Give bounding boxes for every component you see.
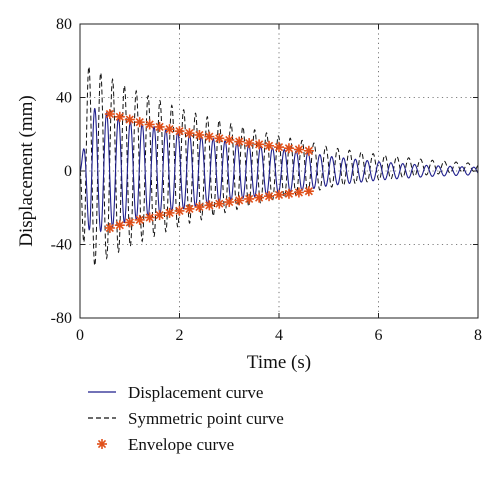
envelope-point-lower [234, 195, 245, 206]
envelope-point-upper [154, 121, 165, 132]
y-tick-label: 80 [56, 16, 72, 33]
envelope-point-upper [293, 144, 304, 155]
envelope-point-upper [214, 133, 225, 144]
envelope-point-upper [283, 143, 294, 154]
envelope-point-upper [224, 134, 235, 145]
envelope-point-lower [214, 198, 225, 209]
legend-label: Symmetric point curve [128, 409, 284, 428]
envelope-point-upper [254, 139, 265, 150]
x-tick-label: 8 [474, 327, 482, 344]
y-axis-title: Displacement (mm) [16, 95, 37, 246]
y-tick-label: 40 [56, 90, 72, 107]
envelope-point-lower [224, 197, 235, 208]
legend-label: Envelope curve [128, 435, 234, 454]
envelope-point-lower [254, 192, 265, 203]
series-line-symmetric-point [79, 65, 479, 267]
x-tick-label: 4 [275, 327, 283, 344]
y-tick-label: -40 [51, 237, 72, 254]
envelope-point-lower [134, 214, 145, 225]
y-tick-label: 0 [64, 163, 72, 180]
envelope-point-lower [144, 212, 155, 223]
envelope-point-lower [164, 207, 175, 218]
envelope-point-lower [244, 193, 255, 204]
envelope-point-lower [104, 222, 115, 233]
envelope-point-lower [154, 210, 165, 221]
envelope-point-lower [204, 200, 215, 211]
envelope-point-lower [174, 205, 185, 216]
envelope-point-upper [164, 124, 175, 135]
envelope-point-upper [274, 142, 284, 153]
envelope-point-upper [144, 119, 155, 130]
envelope-point-lower [283, 188, 294, 199]
envelope-point-upper [244, 138, 255, 149]
legend-swatch-envelope [97, 439, 107, 449]
envelope-point-lower [264, 191, 275, 202]
envelope-point-upper [264, 140, 275, 151]
envelope-point-lower [274, 189, 284, 200]
envelope-point-upper [194, 129, 205, 140]
envelope-point-upper [114, 111, 125, 122]
envelope-point-lower [124, 217, 135, 228]
series-group [79, 65, 479, 267]
envelope-point-upper [174, 126, 185, 137]
envelope-point-upper [134, 117, 145, 128]
envelope-point-lower [303, 186, 314, 197]
x-axis-title: Time (s) [247, 352, 311, 373]
legend: Displacement curve Symmetric point curve E… [88, 383, 284, 454]
x-tick-label: 0 [76, 327, 84, 344]
envelope-point-upper [104, 109, 115, 120]
envelope-point-lower [194, 202, 205, 213]
envelope-point-upper [234, 136, 245, 147]
x-tick-label: 2 [176, 327, 184, 344]
envelope-point-upper [303, 145, 314, 156]
ticks: 0 2 4 6 8 80 40 0 -40 -80 [51, 16, 482, 344]
envelope-point-lower [114, 220, 125, 231]
envelope-point-upper [184, 128, 195, 139]
envelope-point-upper [124, 114, 135, 125]
x-tick-label: 6 [375, 327, 383, 344]
y-tick-label: -80 [51, 310, 72, 327]
grid [80, 24, 478, 318]
envelope-point-upper [204, 131, 215, 142]
envelope-point-lower [184, 203, 195, 214]
legend-label: Displacement curve [128, 383, 263, 402]
envelope-point-lower [293, 187, 304, 198]
